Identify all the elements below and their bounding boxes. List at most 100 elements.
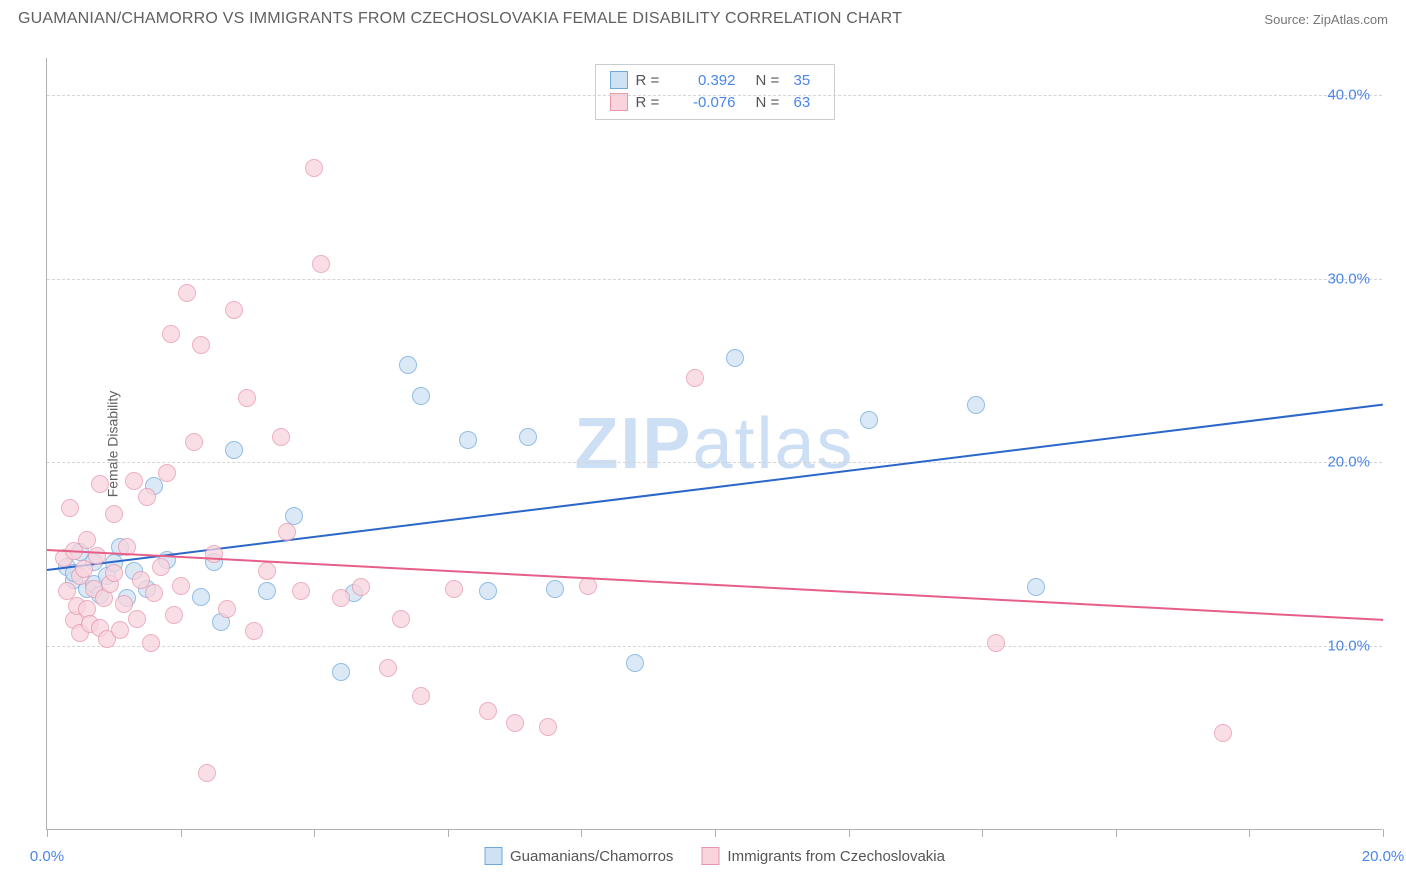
data-point: [128, 610, 146, 628]
r-value: 0.392: [678, 72, 736, 89]
y-tick-label: 20.0%: [1327, 454, 1370, 471]
data-point: [445, 580, 463, 598]
data-point: [225, 301, 243, 319]
data-point: [519, 428, 537, 446]
x-tick: [47, 829, 48, 837]
x-tick: [1116, 829, 1117, 837]
legend-item: Immigrants from Czechoslovakia: [701, 847, 945, 865]
data-point: [238, 389, 256, 407]
gridline: [47, 462, 1382, 463]
series-legend: Guamanians/Chamorros Immigrants from Czec…: [484, 847, 945, 865]
data-point: [115, 595, 133, 613]
data-point: [546, 580, 564, 598]
y-tick-label: 30.0%: [1327, 270, 1370, 287]
regression-line: [47, 549, 1383, 621]
data-point: [278, 523, 296, 541]
data-point: [332, 589, 350, 607]
n-label: N =: [756, 94, 786, 111]
legend-item: Guamanians/Chamorros: [484, 847, 673, 865]
data-point: [142, 634, 160, 652]
data-point: [158, 464, 176, 482]
legend-label: Guamanians/Chamorros: [510, 848, 673, 865]
correlation-legend: R = 0.392 N = 35 R = -0.076 N = 63: [595, 64, 835, 120]
y-tick-label: 40.0%: [1327, 86, 1370, 103]
data-point: [272, 428, 290, 446]
n-label: N =: [756, 72, 786, 89]
source-link[interactable]: ZipAtlas.com: [1313, 12, 1388, 27]
legend-row: R = 0.392 N = 35: [610, 69, 820, 91]
legend-swatch: [610, 71, 628, 89]
data-point: [332, 663, 350, 681]
data-point: [178, 284, 196, 302]
data-point: [479, 702, 497, 720]
data-point: [165, 606, 183, 624]
data-point: [111, 621, 129, 639]
data-point: [192, 336, 210, 354]
data-point: [258, 582, 276, 600]
data-point: [987, 634, 1005, 652]
x-tick: [181, 829, 182, 837]
data-point: [392, 610, 410, 628]
data-point: [105, 564, 123, 582]
data-point: [312, 255, 330, 273]
data-point: [218, 600, 236, 618]
data-point: [245, 622, 263, 640]
data-point: [626, 654, 644, 672]
data-point: [305, 159, 323, 177]
data-point: [91, 475, 109, 493]
chart-title: GUAMANIAN/CHAMORRO VS IMMIGRANTS FROM CZ…: [18, 10, 902, 28]
x-tick: [982, 829, 983, 837]
x-tick-label: 20.0%: [1362, 848, 1405, 865]
r-value: -0.076: [678, 94, 736, 111]
legend-swatch: [484, 847, 502, 865]
legend-swatch: [701, 847, 719, 865]
data-point: [726, 349, 744, 367]
watermark-text: ZIPatlas: [574, 403, 854, 485]
data-point: [967, 396, 985, 414]
data-point: [379, 659, 397, 677]
data-point: [1027, 578, 1045, 596]
n-value: 63: [794, 94, 820, 111]
scatter-plot-area: Female Disability ZIPatlas R =0.392N =35…: [46, 58, 1382, 830]
gridline: [47, 279, 1382, 280]
data-point: [412, 687, 430, 705]
x-tick: [1249, 829, 1250, 837]
data-point: [162, 325, 180, 343]
x-tick: [849, 829, 850, 837]
data-point: [285, 507, 303, 525]
data-point: [352, 578, 370, 596]
x-tick: [448, 829, 449, 837]
data-point: [138, 488, 156, 506]
source-attribution: Source: ZipAtlas.com: [1264, 12, 1388, 27]
data-point: [399, 356, 417, 374]
data-point: [1214, 724, 1232, 742]
data-point: [105, 505, 123, 523]
data-point: [172, 577, 190, 595]
gridline: [47, 646, 1382, 647]
data-point: [152, 558, 170, 576]
n-value: 35: [794, 72, 820, 89]
data-point: [185, 433, 203, 451]
data-point: [61, 499, 79, 517]
y-tick-label: 10.0%: [1327, 638, 1370, 655]
r-label: R =: [636, 94, 670, 111]
gridline: [47, 95, 1382, 96]
data-point: [686, 369, 704, 387]
x-tick: [1383, 829, 1384, 837]
data-point: [198, 764, 216, 782]
data-point: [506, 714, 524, 732]
data-point: [258, 562, 276, 580]
x-tick: [715, 829, 716, 837]
x-tick-label: 0.0%: [30, 848, 64, 865]
data-point: [125, 472, 143, 490]
data-point: [205, 545, 223, 563]
regression-line: [47, 404, 1383, 571]
data-point: [459, 431, 477, 449]
data-point: [225, 441, 243, 459]
data-point: [78, 531, 96, 549]
x-tick: [581, 829, 582, 837]
data-point: [412, 387, 430, 405]
r-label: R =: [636, 72, 670, 89]
data-point: [192, 588, 210, 606]
data-point: [860, 411, 878, 429]
